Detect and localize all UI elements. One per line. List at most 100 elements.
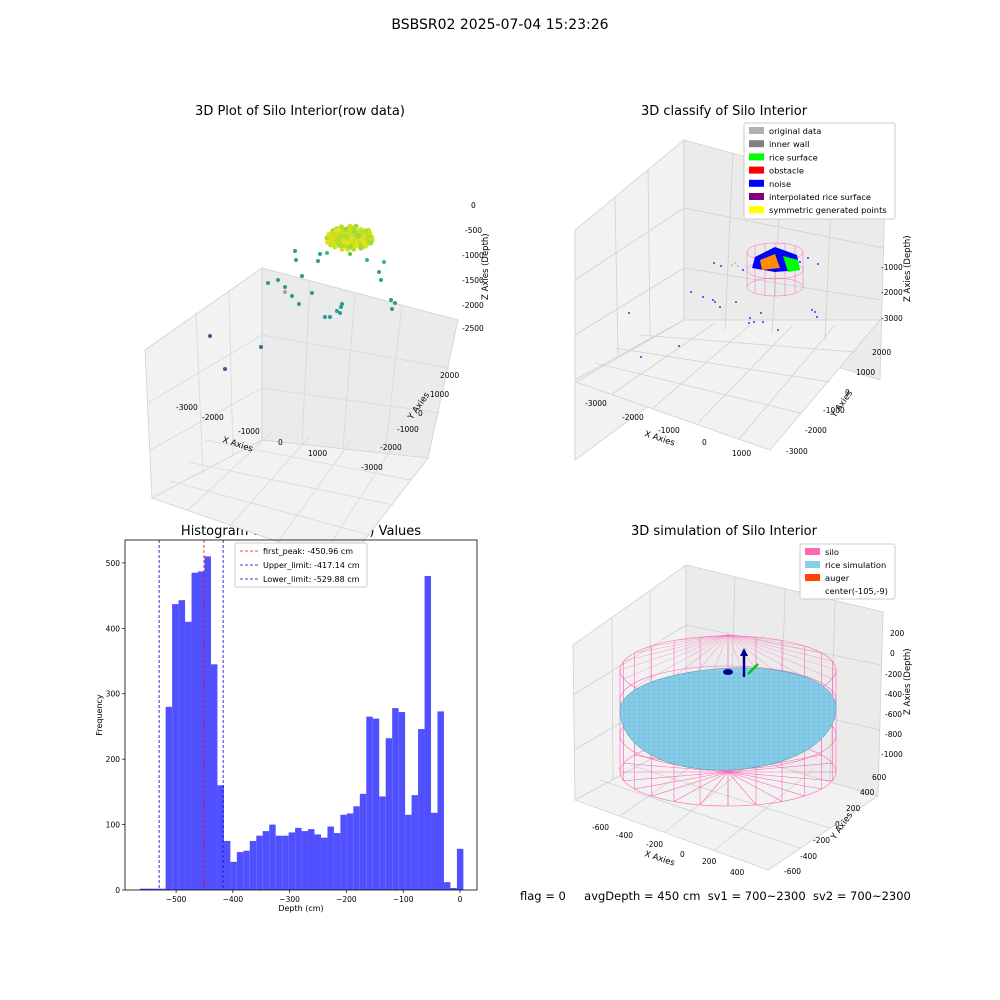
data-point (339, 243, 346, 249)
raw-data-3d-plot: -3000 -2000 -1000 0 1000 X Axies 2000 10… (144, 201, 491, 566)
histogram-bar (359, 793, 367, 890)
silo-roof-spoke (700, 634, 729, 638)
rice-surface-cluster (752, 247, 800, 272)
data-point (310, 291, 314, 295)
noise-point (799, 261, 801, 263)
x-tick-label: −400 (223, 895, 244, 904)
silo-roof-spoke (634, 634, 729, 688)
histogram-bar (249, 840, 257, 890)
histogram-bar (366, 716, 373, 890)
data-point (300, 274, 304, 278)
y-axis-label: Y Axies (829, 388, 856, 420)
histogram-bar (159, 888, 166, 890)
y-tick-label: 400 (106, 624, 121, 633)
legend-label: Lower_limit: -529.88 cm (263, 575, 360, 584)
data-point (293, 249, 297, 253)
z-tick-label: 0 (471, 201, 476, 210)
histogram-bar (385, 738, 393, 890)
x-tick-label: 400 (730, 868, 745, 877)
data-point (379, 278, 383, 282)
silo-roof-spoke (727, 634, 783, 641)
noise-point (760, 312, 762, 314)
silo-roof-spoke (634, 634, 729, 654)
histogram-bar (320, 837, 328, 890)
y-tick-label: 0 (115, 886, 120, 895)
histogram-bar (282, 835, 289, 890)
legend-swatch (805, 574, 820, 581)
z-tick-label: -400 (885, 690, 902, 699)
data-point (325, 239, 331, 245)
sv1-value: sv1 = 700~2300 (707, 889, 806, 903)
histogram-bar (314, 834, 321, 890)
histogram-bar (217, 785, 224, 890)
x-tick-label: −300 (279, 895, 300, 904)
x-tick-label: −100 (393, 895, 414, 904)
legend-label: auger (825, 573, 850, 583)
noise-point (702, 296, 704, 298)
original-data-point (731, 264, 733, 266)
histogram-bar (333, 833, 341, 890)
sv2-value: sv2 = 700~2300 (812, 889, 911, 903)
x-tick-label: -1000 (238, 427, 260, 436)
y-tick-label: 1000 (430, 390, 449, 399)
noise-point (762, 321, 764, 323)
noise-point (713, 262, 715, 264)
data-point (361, 239, 367, 245)
x-axis-label: Depth (cm) (278, 904, 323, 913)
x-tick-label: -600 (592, 823, 609, 832)
histogram-bar (379, 796, 386, 890)
z-tick-label: -200 (885, 670, 902, 679)
x-tick-label: -3000 (585, 399, 607, 408)
legend-swatch (749, 127, 764, 134)
silo-floor-spoke (651, 771, 729, 797)
y-tick-label: -1000 (397, 425, 419, 434)
z-tick-label: 0 (890, 649, 895, 658)
legend-label: rice simulation (825, 560, 886, 570)
y-tick-label: -200 (813, 836, 830, 845)
z-axis-label: Z Axies (Depth) (903, 648, 913, 715)
data-point (393, 301, 397, 305)
original-data-point (737, 265, 739, 267)
histogram-bar (443, 882, 451, 890)
z-tick-label: -2500 (462, 324, 484, 333)
silo-floor-spoke (623, 762, 729, 773)
x-tick-label: -2000 (622, 413, 644, 422)
noise-point (628, 312, 630, 314)
y-tick-label: 1000 (856, 368, 875, 377)
x-axis-label: X Axies (643, 849, 676, 868)
data-point (343, 226, 349, 233)
histogram-bar (204, 556, 211, 890)
x-tick-label: 1000 (308, 449, 327, 458)
histogram-bar (340, 814, 347, 890)
data-point (330, 240, 336, 246)
z-tick-label: -1000 (462, 251, 484, 260)
y-tick-label: 400 (860, 788, 875, 797)
legend-label: original data (769, 126, 821, 136)
noise-point (690, 291, 692, 293)
y-tick-label: 0 (418, 409, 423, 418)
data-point (389, 298, 393, 302)
noise-point (720, 265, 722, 267)
noise-point (714, 301, 716, 303)
histogram-bar (431, 812, 438, 890)
silo-floor-spoke (699, 771, 729, 806)
histogram-bars (139, 556, 464, 890)
original-data-point (734, 262, 736, 264)
histogram-bar (178, 600, 186, 890)
histogram-bar (146, 888, 153, 890)
data-point (297, 302, 301, 306)
x-tick-label: 0 (458, 895, 463, 904)
data-point (340, 302, 344, 306)
data-point (367, 230, 373, 236)
x-tick-label: -200 (646, 840, 663, 849)
data-point (325, 251, 329, 255)
legend-label: rice surface (769, 152, 818, 162)
legend-swatch (749, 206, 764, 214)
x-tick-label: −500 (166, 895, 187, 904)
legend-label: first_peak: -450.96 cm (263, 547, 353, 556)
y-tick-label: -400 (800, 852, 817, 861)
silo-roof-spoke (651, 634, 729, 647)
depth-histogram: −500 −400 −300 −200 −100 0 0 100 200 300 400 500 D… (95, 539, 478, 913)
silo-floor-spoke (673, 771, 729, 802)
x-tick-label: 200 (702, 857, 717, 866)
